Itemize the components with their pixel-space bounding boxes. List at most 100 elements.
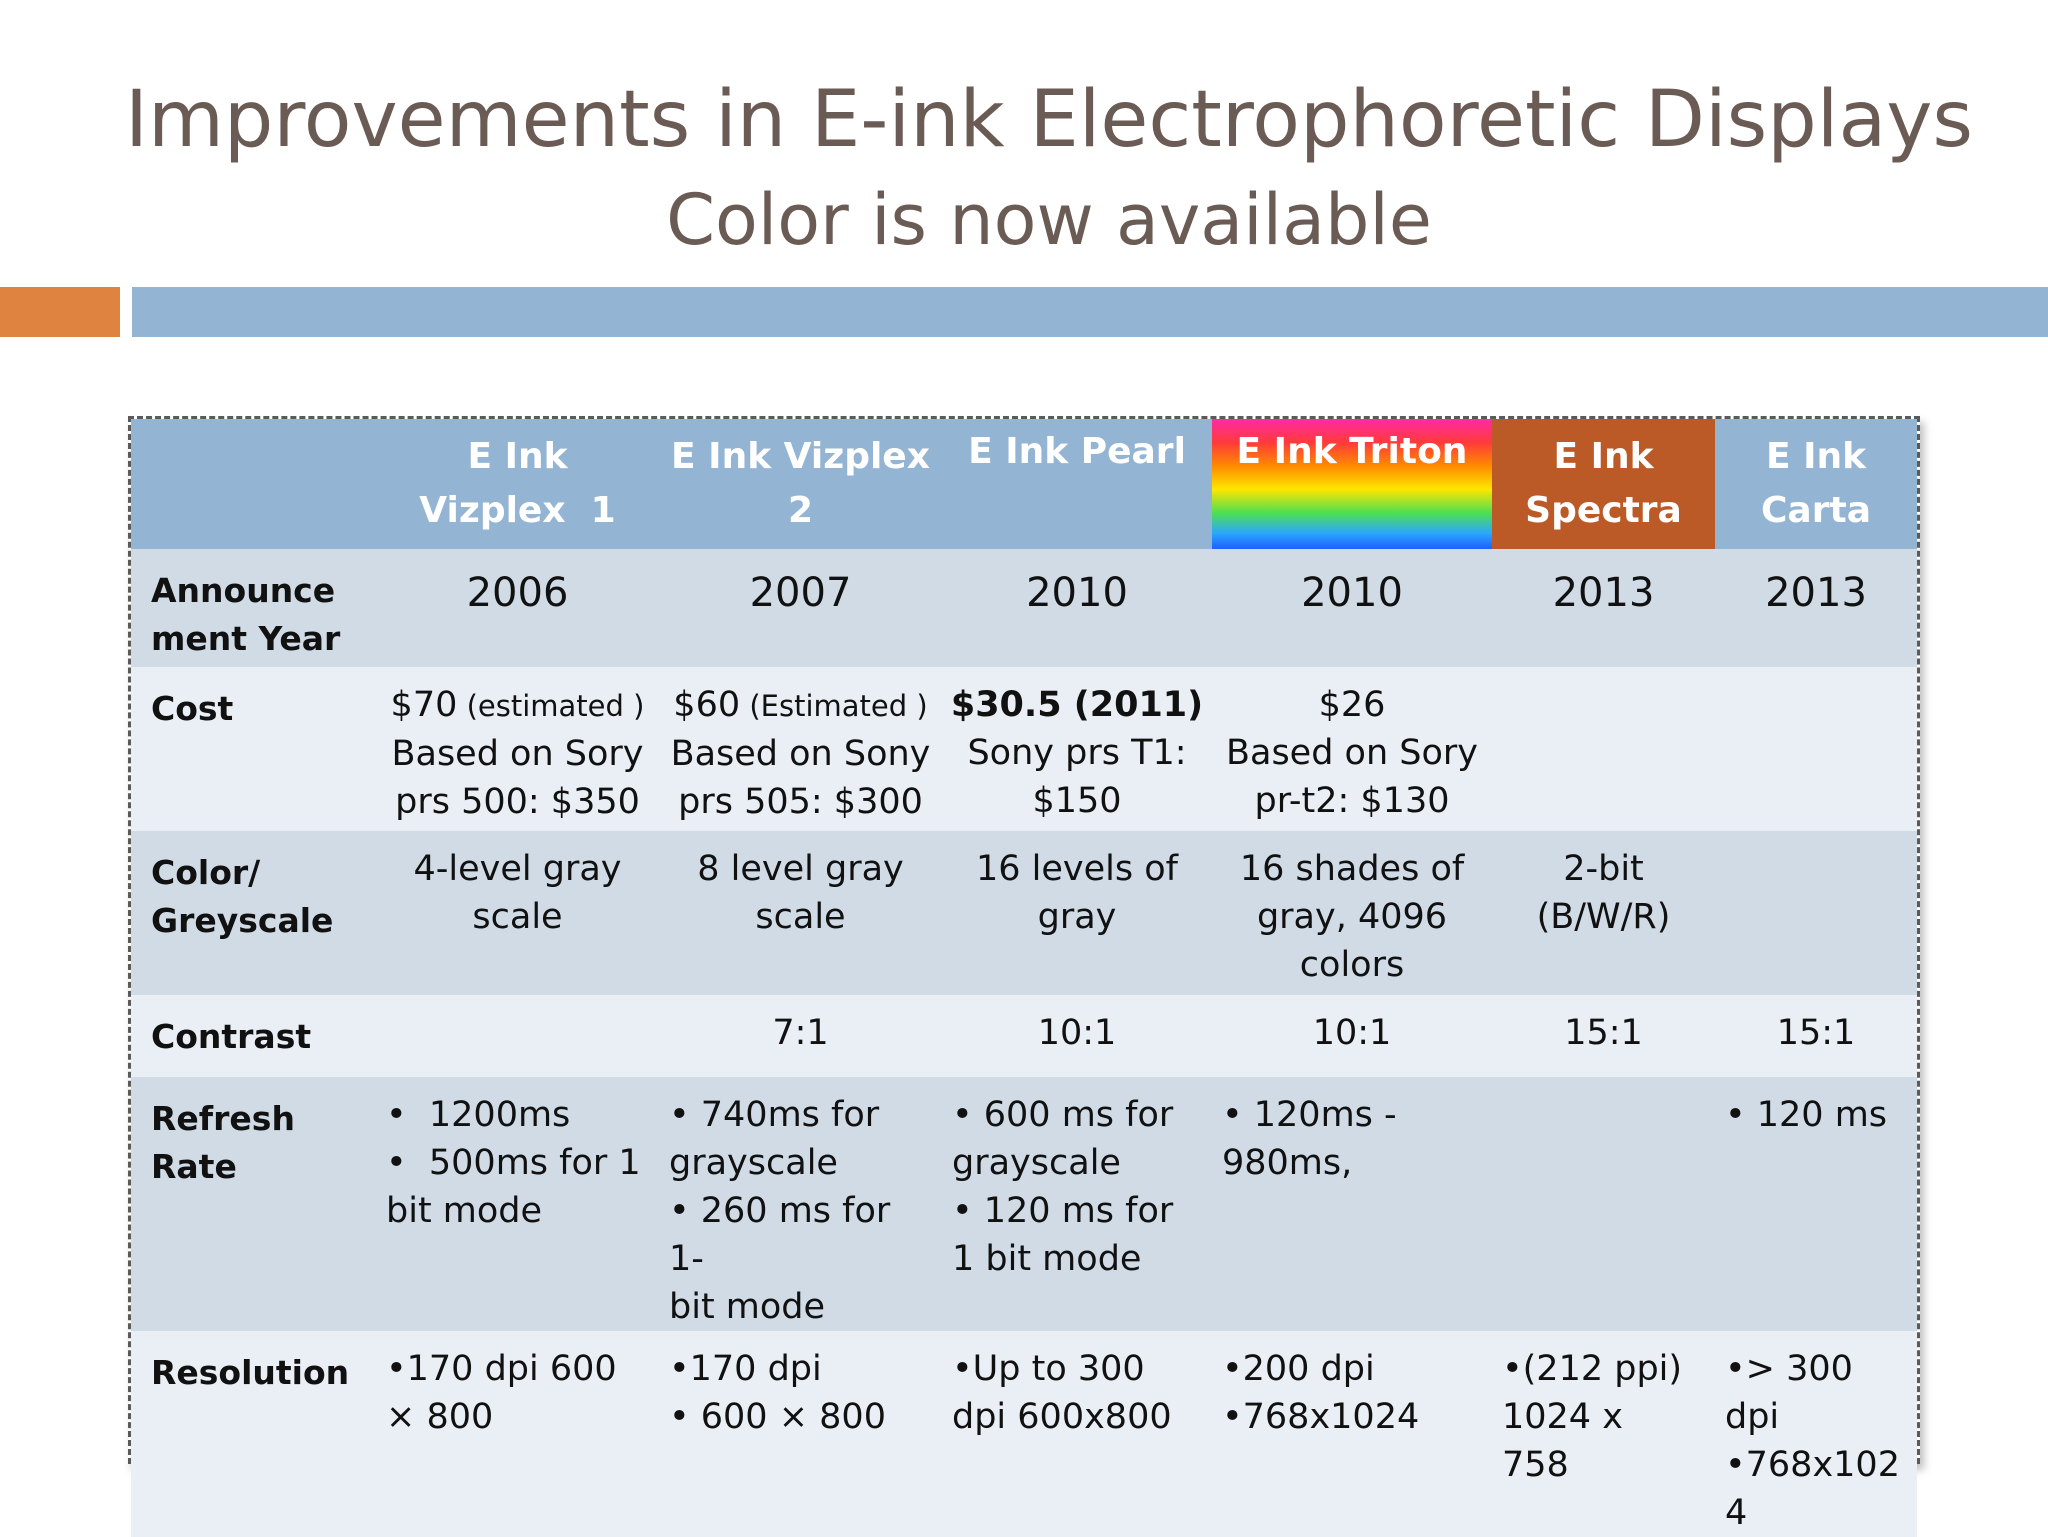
header-vizplex-1-line1: E Ink (467, 436, 568, 477)
row-contrast: Contrast 7:1 10:1 10:1 15:1 15:1 (131, 995, 1917, 1077)
refresh-line: 980ms, (1222, 1143, 1353, 1183)
cell-color-vizplex-1: 4-level gray scale (376, 831, 659, 995)
cost-line: prs 500: $350 (395, 782, 640, 822)
cell-refresh-vizplex-2: • 740ms for grayscale • 260 ms for 1- bi… (659, 1077, 942, 1331)
header-spectra: E Ink Spectra (1492, 419, 1715, 549)
cell-contrast-vizplex-1 (376, 995, 659, 1077)
cell-year-vizplex-2: 2007 (659, 549, 942, 667)
resolution-line: •> 300 dpi (1725, 1349, 1853, 1437)
cell-refresh-carta: • 120 ms (1715, 1077, 1917, 1331)
cost-line: Sony prs T1: (967, 733, 1187, 773)
header-triton: E Ink Triton (1212, 419, 1492, 549)
cell-resolution-vizplex-1: •170 dpi 600 × 800 (376, 1331, 659, 1537)
cost-line: $70 (estimated ) (376, 681, 659, 730)
row-label-contrast: Contrast (131, 995, 376, 1077)
cost-price: $70 (390, 685, 458, 725)
header-carta-line1: E Ink (1765, 436, 1867, 477)
color-line: gray, 4096 (1256, 897, 1448, 937)
accent-bar-blue (132, 287, 2048, 337)
table-header-row: E Ink Vizplex 1 E Ink Vizplex 2 E Ink Pe… (131, 419, 1917, 549)
cell-resolution-spectra: •(212 ppi) 1024 x 758 (1492, 1331, 1715, 1537)
resolution-line: •200 dpi (1222, 1349, 1375, 1389)
cost-line: $30.5 (2011) (950, 685, 1204, 725)
comparison-table: E Ink Vizplex 1 E Ink Vizplex 2 E Ink Pe… (128, 416, 1920, 1537)
cell-resolution-vizplex-2: •170 dpi • 600 × 800 (659, 1331, 942, 1537)
header-empty-cell (131, 419, 376, 549)
cell-year-pearl: 2010 (942, 549, 1212, 667)
resolution-line: • 600 × 800 (669, 1397, 886, 1437)
row-label-line: Color/ (151, 853, 261, 892)
cell-cost-vizplex-1: $70 (estimated ) Based on Sory prs 500: … (376, 667, 659, 831)
cell-color-triton: 16 shades of gray, 4096 colors (1212, 831, 1492, 995)
cell-refresh-spectra (1492, 1077, 1715, 1331)
row-label-line: Rate (151, 1147, 237, 1186)
cost-line: $60 (Estimated ) (659, 681, 942, 730)
refresh-line: • 120ms - (1222, 1095, 1397, 1135)
header-vizplex-2: E Ink Vizplex 2 (659, 419, 942, 549)
row-label-cost: Cost (131, 667, 376, 831)
header-spectra-line2: Spectra (1525, 490, 1682, 531)
accent-bar-orange (0, 287, 120, 337)
cost-line: Based on Sory (391, 734, 644, 774)
cell-cost-pearl: $30.5 (2011) Sony prs T1: $150 (942, 667, 1212, 831)
cost-line: pr-t2: $130 (1254, 781, 1450, 821)
resolution-line: 4 (1725, 1493, 1748, 1533)
header-vizplex-2-line2: 2 (787, 490, 814, 531)
cell-year-triton: 2010 (1212, 549, 1492, 667)
color-line: colors (1299, 945, 1405, 985)
header-carta: E Ink Carta (1715, 419, 1917, 549)
cell-color-carta (1715, 831, 1917, 995)
refresh-line: grayscale (669, 1143, 838, 1183)
cell-color-spectra: 2-bit (B/W/R) (1492, 831, 1715, 995)
row-color-greyscale: Color/ Greyscale 4-level gray scale 8 le… (131, 831, 1917, 995)
resolution-line: × 800 (386, 1397, 494, 1437)
resolution-line: •768x102 (1725, 1445, 1900, 1485)
cell-contrast-vizplex-2: 7:1 (659, 995, 942, 1077)
resolution-line: •170 dpi (669, 1349, 822, 1389)
refresh-line: grayscale (952, 1143, 1121, 1183)
slide-title: Improvements in E-ink Electrophoretic Di… (124, 75, 1974, 165)
cell-cost-vizplex-2: $60 (Estimated ) Based on Sony prs 505: … (659, 667, 942, 831)
cell-contrast-pearl: 10:1 (942, 995, 1212, 1077)
cost-note: (estimated ) (457, 689, 645, 723)
cost-line: prs 505: $300 (678, 782, 923, 822)
refresh-line: 1 bit mode (952, 1239, 1142, 1279)
cell-cost-carta (1715, 667, 1917, 831)
color-line: 8 level gray (697, 849, 904, 889)
cell-cost-triton: $26 Based on Sory pr-t2: $130 (1212, 667, 1492, 831)
resolution-line: dpi 600x800 (952, 1397, 1172, 1437)
resolution-line: •Up to 300 (952, 1349, 1145, 1389)
cell-resolution-carta: •> 300 dpi •768x102 4 (1715, 1331, 1917, 1537)
row-cost: Cost $70 (estimated ) Based on Sory prs … (131, 667, 1917, 831)
color-line: gray (1037, 897, 1117, 937)
cell-resolution-pearl: •Up to 300 dpi 600x800 (942, 1331, 1212, 1537)
row-label-resolution: Resolution (131, 1331, 376, 1537)
cost-note: (Estimated ) (740, 689, 928, 723)
row-label-refresh: Refresh Rate (131, 1077, 376, 1331)
cell-year-vizplex-1: 2006 (376, 549, 659, 667)
color-line: 2-bit (1563, 849, 1644, 889)
color-line: (B/W/R) (1536, 897, 1671, 937)
color-line: 4-level gray (413, 849, 622, 889)
cost-line: Based on Sony (670, 734, 931, 774)
refresh-line: • 600 ms for (952, 1095, 1174, 1135)
color-line: scale (472, 897, 563, 937)
cell-year-spectra: 2013 (1492, 549, 1715, 667)
refresh-line: • 120 ms for (952, 1191, 1174, 1231)
row-announcement-year: Announce ment Year 2006 2007 2010 2010 2… (131, 549, 1917, 667)
header-vizplex-2-line1: E Ink Vizplex (671, 436, 930, 477)
color-line: scale (755, 897, 846, 937)
refresh-line: • 500ms for 1 (386, 1143, 641, 1183)
resolution-line: 758 (1502, 1445, 1569, 1485)
header-pearl: E Ink Pearl (942, 419, 1212, 549)
row-label-announcement: Announce ment Year (131, 549, 376, 667)
cell-color-pearl: 16 levels of gray (942, 831, 1212, 995)
cost-line: $26 (1318, 685, 1386, 725)
refresh-line: bit mode (386, 1191, 543, 1231)
resolution-line: •(212 ppi) (1502, 1349, 1683, 1389)
cell-cost-spectra (1492, 667, 1715, 831)
header-triton-line1: E Ink Triton (1236, 431, 1468, 472)
slide-subtitle: Color is now available (666, 179, 1432, 261)
cell-color-vizplex-2: 8 level gray scale (659, 831, 942, 995)
row-resolution: Resolution •170 dpi 600 × 800 •170 dpi •… (131, 1331, 1917, 1537)
